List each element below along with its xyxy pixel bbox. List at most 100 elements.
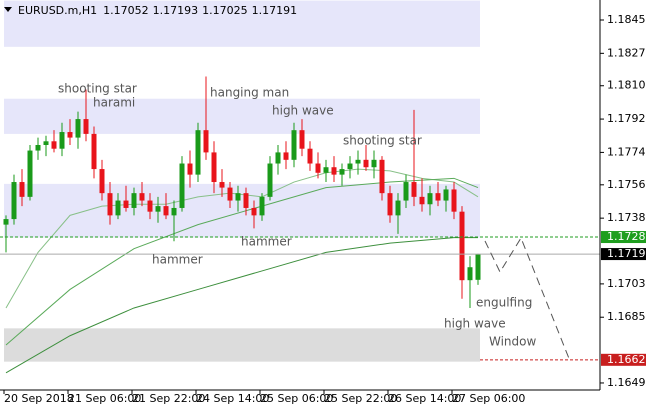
- candle-body: [283, 152, 289, 160]
- candle-body: [51, 141, 57, 149]
- candle-body: [331, 167, 337, 175]
- annotation: shooting star: [343, 134, 422, 148]
- candle-body: [267, 163, 273, 197]
- candle-body: [91, 133, 97, 170]
- candle-body: [379, 159, 385, 194]
- candle-body: [59, 132, 65, 149]
- zone: [4, 0, 480, 47]
- y-tick-label: 1.17565: [607, 178, 646, 191]
- annotation: harami: [93, 96, 135, 110]
- price-tag: [601, 248, 646, 261]
- candle-body: [243, 193, 249, 208]
- candle-body: [147, 200, 153, 212]
- candle-body: [99, 169, 105, 194]
- candle-body: [323, 167, 329, 173]
- candle-body: [419, 196, 425, 205]
- annotation: Window: [489, 335, 537, 349]
- candle-body: [123, 200, 129, 208]
- y-tick-label: 1.17030: [607, 277, 646, 290]
- symbol: EURUSD.m,H1: [18, 4, 97, 17]
- annotation: high wave: [272, 104, 334, 118]
- zone: [4, 183, 480, 238]
- price-tag-label: 1.16620: [607, 353, 646, 366]
- x-tick-label: 24 Sep 14:00: [196, 392, 269, 405]
- candle-body: [75, 119, 81, 138]
- candle-body: [35, 145, 41, 151]
- candle-body: [211, 152, 217, 183]
- candle-body: [19, 182, 25, 197]
- x-tick-label: 21 Sep 06:00: [68, 392, 141, 405]
- x-tick-label: 27 Sep 06:00: [452, 392, 525, 405]
- x-tick-label: 26 Sep 14:00: [388, 392, 461, 405]
- annotation: hammer: [241, 235, 292, 249]
- candle-body: [11, 182, 17, 220]
- candle-body: [43, 141, 49, 145]
- candle-body: [395, 200, 401, 216]
- candle-body: [139, 193, 145, 201]
- candle-body: [195, 130, 201, 175]
- price-tag: [601, 353, 646, 366]
- ohlc-high: 1.17193: [153, 4, 199, 17]
- candle-body: [339, 169, 345, 175]
- candle-body: [403, 182, 409, 201]
- candle-body: [411, 182, 417, 197]
- candle-body: [275, 152, 281, 164]
- candle-body: [347, 163, 353, 170]
- plot: [0, 76, 600, 374]
- ohlc-close: 1.17191: [252, 4, 298, 17]
- candle-body: [219, 182, 225, 188]
- zones: [4, 0, 480, 362]
- candle-body: [259, 196, 265, 216]
- candle-body: [171, 207, 177, 216]
- candle-body: [251, 207, 257, 216]
- candle-body: [83, 119, 89, 134]
- candle-body: [299, 130, 305, 149]
- candle-body: [67, 132, 73, 138]
- projection: [484, 236, 571, 362]
- candle-body: [115, 200, 121, 216]
- candle-body: [427, 193, 433, 205]
- x-tick-label: 25 Sep 22:00: [324, 392, 397, 405]
- candle-body: [315, 163, 321, 173]
- y-tick-label: 1.17385: [607, 211, 646, 224]
- candle-body: [387, 193, 393, 216]
- y-tick-label: 1.16850: [607, 310, 646, 323]
- ohlc-open: 1.17052: [103, 4, 149, 17]
- candle-body: [3, 219, 9, 225]
- y-tick-label: 1.18275: [607, 46, 646, 59]
- zone: [4, 328, 480, 362]
- candle-body: [443, 189, 449, 201]
- candle-body: [435, 193, 441, 201]
- price-tag: [601, 231, 646, 244]
- y-tick-label: 1.16495: [607, 376, 646, 389]
- annotation: engulfing: [476, 296, 532, 310]
- candle-body: [475, 254, 481, 280]
- candle-body: [291, 130, 297, 160]
- candle-body: [467, 267, 473, 281]
- annotation: hanging man: [210, 86, 289, 100]
- candle-body: [27, 150, 33, 197]
- candle-body: [371, 159, 377, 168]
- moving-average: [5, 237, 478, 374]
- candle-body: [203, 130, 209, 153]
- x-tick-label: 25 Sep 06:00: [260, 392, 333, 405]
- y-tick-label: 1.17920: [607, 112, 646, 125]
- candle-body: [355, 159, 361, 164]
- candle-body: [187, 163, 193, 175]
- candle-body: [227, 187, 233, 201]
- annotation: hammer: [152, 253, 203, 267]
- candle-body: [155, 206, 161, 212]
- zone: [4, 98, 480, 134]
- menu-arrow: [4, 7, 12, 12]
- y-tick-label: 1.17740: [607, 145, 646, 158]
- candle-body: [235, 193, 241, 201]
- annotation: high wave: [444, 317, 506, 331]
- candle-body: [459, 211, 465, 281]
- candle-body: [163, 206, 169, 216]
- candle-body: [307, 148, 313, 164]
- price-tag-label: 1.17191: [607, 247, 646, 260]
- y-tick-label: 1.18100: [607, 79, 646, 92]
- candle-body: [107, 193, 113, 216]
